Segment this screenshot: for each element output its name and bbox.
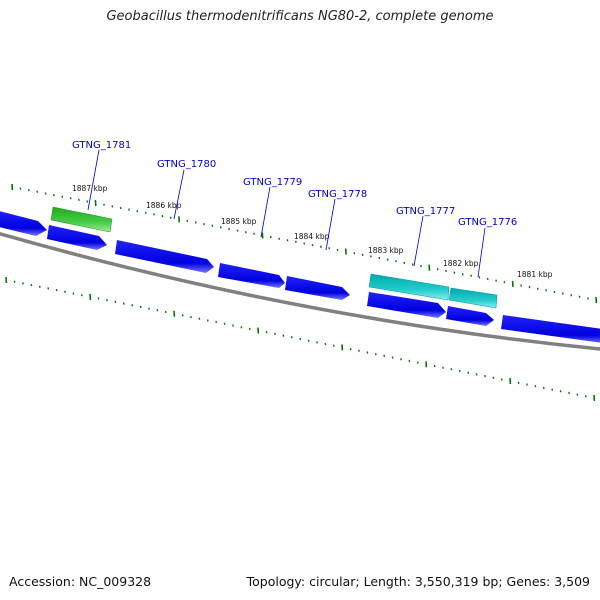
kbp-label-1886: 1886 kbp [146,201,182,210]
highlighted-genes [50,206,498,309]
gene-track [0,210,600,344]
leader-gtng-1776 [477,227,486,278]
gene-arrow[interactable] [0,210,47,236]
gene-arrow[interactable] [218,263,285,288]
gene-label-gtng-1779[interactable]: GTNG_1779 [243,177,302,188]
kbp-label-1881: 1881 kbp [517,270,553,279]
kbp-labels: 1887 kbp 1886 kbp 1885 kbp 1884 kbp 1883… [72,184,553,279]
gene-arrow[interactable] [47,225,107,250]
gene-gtng-1781[interactable] [50,206,113,233]
genome-backbone [0,232,600,351]
gene-arrow[interactable] [285,276,350,300]
gene-label-gtng-1776[interactable]: GTNG_1776 [458,217,517,228]
kbp-label-1885: 1885 kbp [221,217,257,226]
ruler-inner-dots [5,276,596,402]
genome-title: Geobacillus thermodenitrificans NG80-2, … [106,9,494,24]
gene-label-gtng-1780[interactable]: GTNG_1780 [157,159,216,170]
kbp-label-1887: 1887 kbp [72,184,108,193]
gene-gtng-1776[interactable] [448,287,498,309]
gene-arrow[interactable] [367,292,446,318]
kbp-label-1884: 1884 kbp [294,232,330,241]
gene-arrow[interactable] [115,240,214,273]
ruler-outer-dots [11,183,598,304]
kbp-label-1882: 1882 kbp [443,259,479,268]
leader-gtng-1780 [173,169,185,220]
leader-gtng-1778 [325,198,336,251]
accession-label: Accession: NC_009328 [9,574,152,589]
gene-gtng-1777[interactable] [368,273,450,301]
leader-gtng-1781 [87,149,100,211]
leader-gtng-1779 [260,186,271,238]
gene-label-gtng-1778[interactable]: GTNG_1778 [308,189,367,200]
genome-summary: Topology: circular; Length: 3,550,319 bp… [246,574,590,589]
kbp-label-1883: 1883 kbp [368,246,404,255]
leader-gtng-1777 [413,215,424,267]
gene-arrow[interactable] [501,315,600,344]
gene-label-gtng-1781[interactable]: GTNG_1781 [72,140,131,151]
gene-label-gtng-1777[interactable]: GTNG_1777 [396,206,455,217]
label-leaders [87,149,486,278]
gene-arrow[interactable] [446,306,494,326]
